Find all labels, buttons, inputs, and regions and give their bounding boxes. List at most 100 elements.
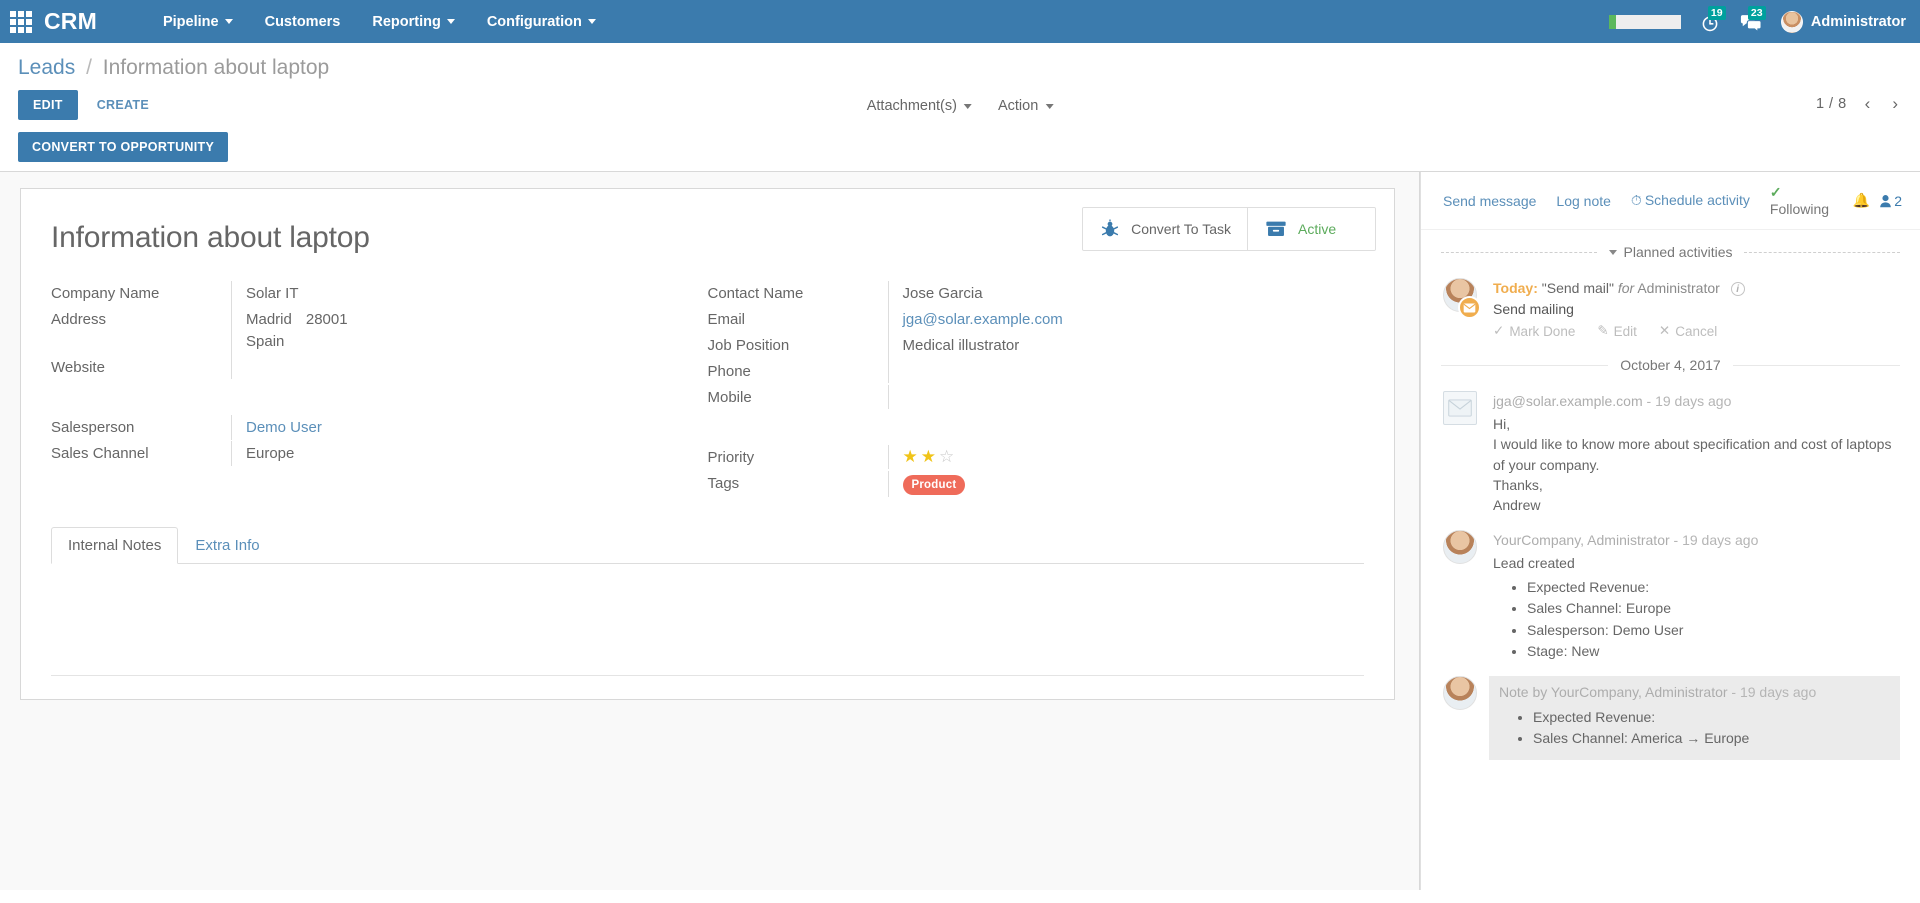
email-value[interactable]: jga@solar.example.com: [887, 307, 1315, 333]
user-icon: [1880, 194, 1891, 207]
followers-button[interactable]: 2: [1879, 193, 1902, 209]
fields-left-column: Company Name Solar IT Address Madrid 280…: [51, 281, 708, 497]
app-brand-crm[interactable]: CRM: [44, 8, 97, 34]
priority-star-2[interactable]: ★: [920, 446, 936, 466]
field-spacer: [51, 381, 658, 415]
active-stat-button[interactable]: Active: [1247, 208, 1375, 251]
activity-mark-done-button[interactable]: ✓ Mark Done: [1493, 323, 1575, 339]
active-label: Active: [1298, 221, 1337, 238]
message-bullet-list: Expected Revenue: Sales Channel: Europe …: [1493, 577, 1900, 661]
schedule-activity-button[interactable]: ⏱ Schedule activity: [1631, 192, 1750, 209]
mobile-value[interactable]: [887, 384, 1315, 409]
menu-item-pipeline-label: Pipeline: [162, 13, 219, 30]
message-bullet-list: Expected Revenue: Sales Channel: America…: [1499, 707, 1890, 749]
planned-activities-toggle[interactable]: Planned activities: [1608, 244, 1732, 260]
message-author[interactable]: Note by YourCompany, Administrator: [1499, 684, 1728, 701]
salesperson-value[interactable]: Demo User: [231, 414, 658, 441]
chatter-thread[interactable]: Planned activities To: [1421, 230, 1920, 890]
message-item: YourCompany, Administrator - 19 days ago…: [1421, 520, 1920, 666]
notebook-panel-internal-notes[interactable]: [51, 564, 1364, 677]
email-label: Email: [707, 311, 746, 329]
menu-item-configuration[interactable]: Configuration: [471, 3, 612, 41]
activity-cancel-label: Cancel: [1675, 323, 1718, 339]
message-author[interactable]: jga@solar.example.com: [1493, 393, 1643, 410]
menu-item-customers[interactable]: Customers: [249, 3, 357, 41]
activity-head: Today: "Send mail" for Administrator i: [1493, 278, 1900, 299]
app-body: Convert To Task Active Information about…: [0, 172, 1920, 891]
activity-edit-label: Edit: [1613, 323, 1637, 339]
priority-value[interactable]: ★ ★ ☆: [887, 444, 1315, 469]
activity-type-badge: [1458, 296, 1481, 320]
messages-menu-button[interactable]: 23: [1739, 5, 1766, 33]
date-separator: October 4, 2017: [1421, 343, 1920, 381]
message-body: jga@solar.example.com - 19 days ago Hi, …: [1493, 391, 1900, 515]
convert-to-task-stat-button[interactable]: Convert To Task: [1083, 208, 1247, 251]
message-line: Thanks,: [1493, 477, 1543, 494]
phone-value[interactable]: [887, 359, 1315, 384]
convert-to-opportunity-button[interactable]: CONVERT TO OPPORTUNITY: [18, 132, 229, 163]
send-message-button[interactable]: Send message: [1443, 192, 1537, 209]
priority-stars[interactable]: ★ ★ ☆: [903, 447, 1315, 465]
activities-menu-button[interactable]: 19: [1699, 5, 1726, 33]
activity-body: Today: "Send mail" for Administrator i S…: [1493, 278, 1900, 339]
tags-value[interactable]: Product: [887, 470, 1315, 498]
activities-badge: 19: [1707, 5, 1726, 20]
salesperson-link[interactable]: Demo User: [246, 418, 322, 436]
pager-previous-button[interactable]: ‹: [1864, 94, 1871, 114]
sales-channel-value[interactable]: Europe: [231, 440, 658, 467]
priority-star-3[interactable]: ☆: [939, 446, 955, 466]
tag-product[interactable]: Product: [902, 474, 966, 496]
activity-cancel-button[interactable]: ✕ Cancel: [1659, 323, 1717, 339]
field-priority: Priority ★ ★ ☆: [708, 444, 1315, 471]
bell-icon[interactable]: 🔔: [1852, 192, 1871, 209]
log-note-button[interactable]: Log note: [1556, 192, 1611, 209]
menu-item-customers-label: Customers: [264, 13, 341, 30]
field-website: Website: [51, 354, 658, 381]
create-button[interactable]: CREATE: [84, 90, 162, 120]
message-line: Andrew: [1493, 497, 1541, 514]
field-mobile: Mobile: [708, 384, 1315, 411]
contact-name-value[interactable]: Jose Garcia: [887, 281, 1315, 307]
job-position-value[interactable]: Medical illustrator: [887, 333, 1315, 359]
address-value[interactable]: Madrid 28001 Spain: [231, 307, 658, 355]
field-email: Email jga@solar.example.com: [708, 307, 1315, 333]
address-city: Madrid: [246, 311, 292, 329]
control-panel-row: EDIT CREATE Attachment(s) Action 1 / 8 ‹…: [18, 90, 1902, 124]
pager-next-button[interactable]: ›: [1892, 94, 1898, 114]
control-panel-dropdowns: Attachment(s) Action: [865, 94, 1056, 118]
following-button[interactable]: ✓ Following: [1770, 184, 1844, 217]
field-spacer: [708, 411, 1315, 445]
action-dropdown[interactable]: Action: [996, 94, 1055, 118]
edit-button[interactable]: EDIT: [18, 90, 78, 121]
activity-edit-button[interactable]: ✎ Edit: [1597, 323, 1637, 339]
check-icon: ✓: [1493, 323, 1505, 339]
statusbar-buttons: CONVERT TO OPPORTUNITY: [18, 124, 1902, 171]
menu-item-configuration-label: Configuration: [486, 13, 582, 30]
message-item: Note by YourCompany, Administrator - 19 …: [1421, 666, 1920, 764]
info-icon[interactable]: i: [1730, 282, 1745, 297]
menu-item-reporting[interactable]: Reporting: [356, 3, 470, 41]
apps-grid-icon[interactable]: [8, 9, 34, 35]
field-salesperson: Salesperson Demo User: [51, 414, 658, 441]
priority-star-1[interactable]: ★: [902, 446, 918, 466]
message-line: I would like to know more about specific…: [1493, 436, 1892, 473]
fields-right-column: Contact Name Jose Garcia Email jga@solar…: [708, 281, 1365, 498]
message-bullet: Sales Channel: America → Europe: [1533, 728, 1890, 748]
tab-extra-info[interactable]: Extra Info: [195, 537, 260, 555]
check-icon: ✓: [1769, 184, 1782, 201]
followers-count-value: 2: [1894, 192, 1902, 209]
company-name-value[interactable]: Solar IT: [231, 281, 658, 307]
message-author[interactable]: YourCompany, Administrator: [1493, 531, 1670, 548]
email-link[interactable]: jga@solar.example.com: [902, 311, 1063, 329]
attachments-dropdown[interactable]: Attachment(s): [865, 94, 974, 118]
record-pager: 1 / 8 ‹ ›: [1816, 90, 1902, 112]
user-menu-button[interactable]: Administrator: [1780, 10, 1906, 33]
tab-internal-notes[interactable]: Internal Notes: [51, 527, 179, 565]
sales-channel-label: Sales Channel: [51, 444, 149, 462]
breadcrumb-leads[interactable]: Leads: [18, 56, 76, 79]
menu-item-pipeline[interactable]: Pipeline: [147, 3, 249, 41]
activity-actions: ✓ Mark Done ✎ Edit ✕ Cancel: [1493, 323, 1900, 339]
message-head: jga@solar.example.com - 19 days ago: [1493, 391, 1900, 412]
website-value[interactable]: [231, 354, 658, 379]
page-title: Information about laptop: [51, 221, 370, 255]
